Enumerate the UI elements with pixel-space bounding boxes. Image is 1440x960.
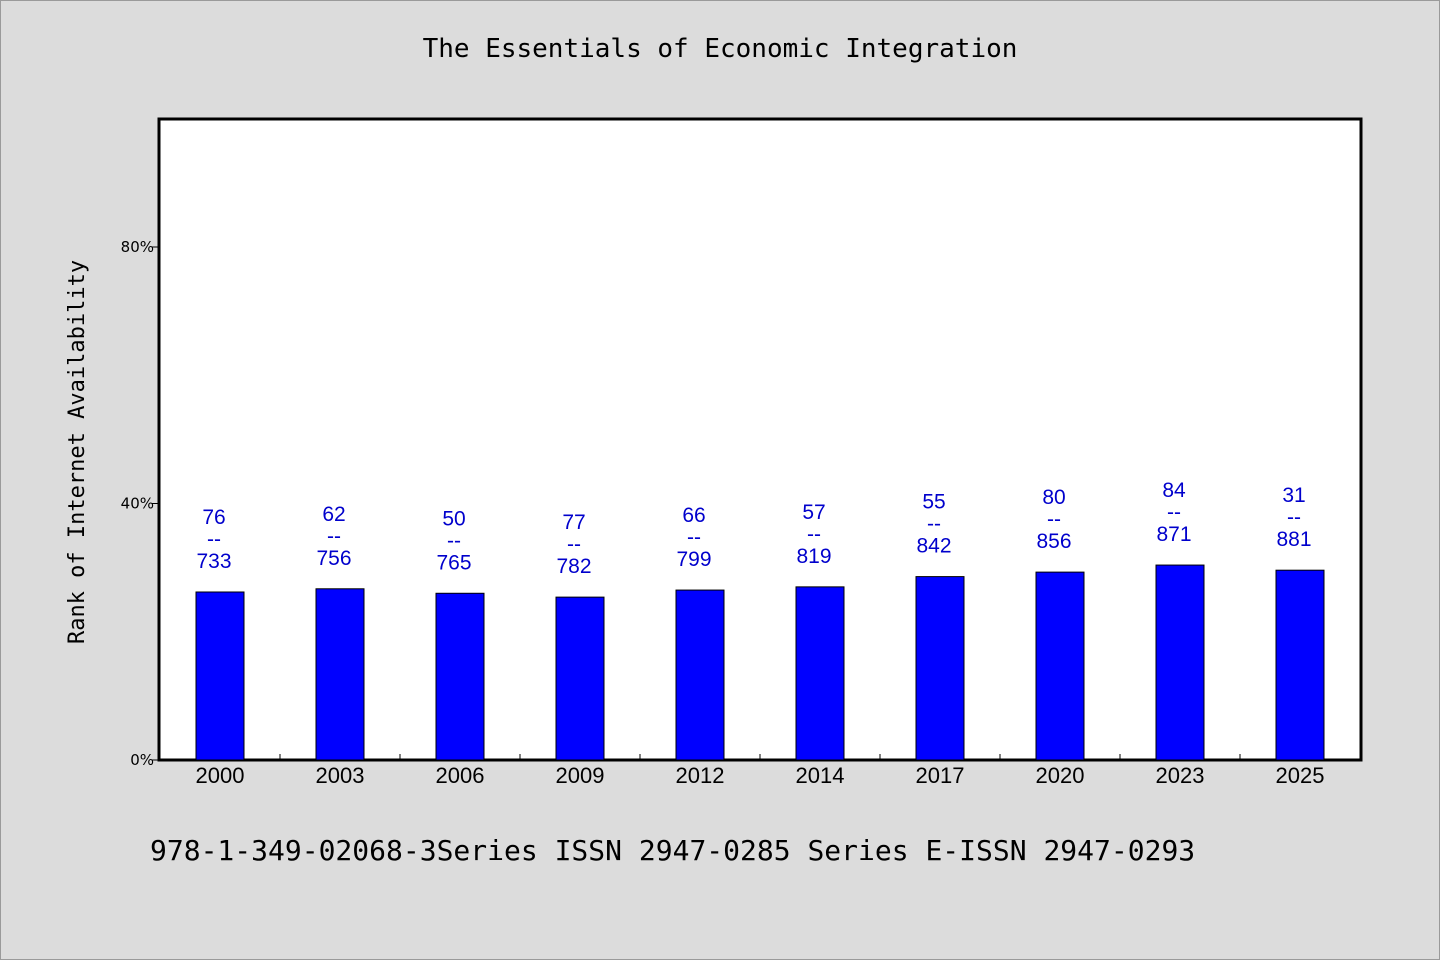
data-label-top: 55 <box>922 491 945 514</box>
x-tick-label: 2009 <box>556 763 605 788</box>
x-tick-label: 2003 <box>316 763 365 788</box>
data-label-bottom: 819 <box>796 545 831 568</box>
y-axis-label: Rank of Internet Availability <box>65 260 90 644</box>
data-label-bottom: 765 <box>436 551 471 574</box>
bar <box>555 596 605 761</box>
x-tick-labels: 2000 2003 2006 2009 2012 2014 2017 2020 2023 2025 <box>196 763 1325 788</box>
isbn-issn-footer: 978-1-349-02068-3Series ISSN 2947-0285 S… <box>150 834 1196 867</box>
data-label-bottom: 842 <box>916 535 951 558</box>
data-label-bottom: 756 <box>316 547 351 570</box>
data-label-top: 31 <box>1282 484 1305 507</box>
y-axis-label-group: Rank of Internet Availability <box>65 260 90 644</box>
y-tick-label: 0% <box>130 751 154 769</box>
bar <box>1275 569 1325 761</box>
data-label-separator: -- <box>327 525 341 548</box>
x-tick-label: 2025 <box>1276 763 1325 788</box>
x-tick-label: 2006 <box>436 763 485 788</box>
x-tick-label: 2020 <box>1036 763 1085 788</box>
bar <box>1155 564 1205 761</box>
bar <box>315 588 365 761</box>
data-label-separator: -- <box>687 526 701 549</box>
y-tick-label: 40% <box>121 495 154 513</box>
x-tick-label: 2023 <box>1156 763 1205 788</box>
data-label-separator: -- <box>447 529 461 552</box>
data-label-bottom: 733 <box>196 550 231 573</box>
data-label-bottom: 799 <box>676 548 711 571</box>
bar <box>435 592 485 761</box>
data-label-top: 80 <box>1042 486 1065 509</box>
data-label-separator: -- <box>807 523 821 546</box>
bar <box>795 586 845 761</box>
data-label-top: 84 <box>1162 479 1186 502</box>
data-label-top: 77 <box>562 511 585 534</box>
data-label-bottom: 856 <box>1036 530 1071 553</box>
bar <box>1035 571 1085 761</box>
bar <box>675 589 725 761</box>
data-label-separator: -- <box>927 513 941 536</box>
data-label-bottom: 881 <box>1276 528 1311 551</box>
x-tick-label: 2012 <box>676 763 725 788</box>
data-label-separator: -- <box>207 528 221 551</box>
x-tick-label: 2017 <box>916 763 965 788</box>
data-label-bottom: 782 <box>556 555 591 578</box>
data-label-separator: -- <box>567 533 581 556</box>
data-label-top: 50 <box>442 507 465 530</box>
data-label-top: 62 <box>322 503 345 526</box>
y-tick-label: 80% <box>121 238 154 256</box>
y-ticks: 0% 40% 80% <box>121 238 160 769</box>
data-label-separator: -- <box>1167 501 1181 524</box>
x-tick-label: 2014 <box>796 763 845 788</box>
data-label-separator: -- <box>1047 508 1061 531</box>
data-label-bottom: 871 <box>1156 523 1191 546</box>
bars <box>195 564 1325 761</box>
data-label-separator: -- <box>1287 506 1301 529</box>
x-tick-label: 2000 <box>196 763 245 788</box>
chart-title: The Essentials of Economic Integration <box>422 34 1018 64</box>
data-label-top: 57 <box>802 501 825 524</box>
bar <box>195 591 245 761</box>
bar <box>915 576 965 761</box>
data-labels: 76--73362--75650--76577--78266--79957--8… <box>196 479 1311 578</box>
data-label-top: 76 <box>202 506 225 529</box>
x-ticks <box>279 754 1241 760</box>
data-label-top: 66 <box>682 504 705 527</box>
